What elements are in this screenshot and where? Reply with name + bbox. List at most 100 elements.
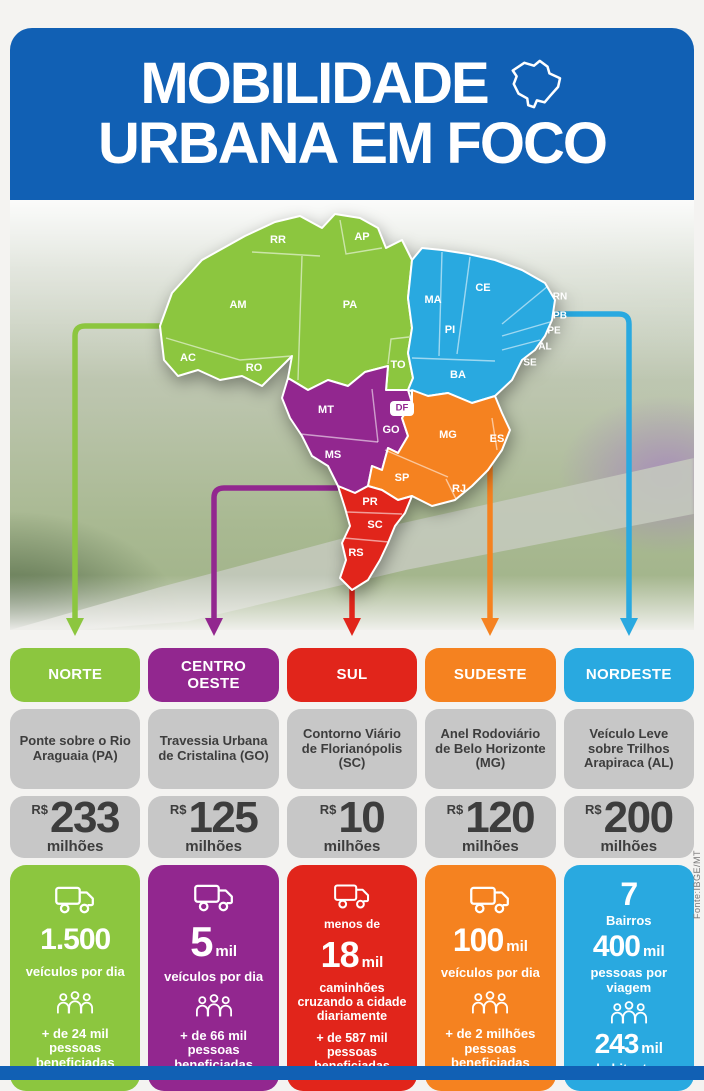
amount-unit: milhões: [46, 837, 104, 855]
state-labels: RR AP AM PA AC RO TO MA CE RN PI PB PE A…: [180, 231, 567, 559]
vehicles-number: 1.500: [40, 922, 111, 956]
state-label-pr: PR: [362, 496, 377, 508]
df-label-box: [390, 401, 414, 416]
arrowhead-sul: [343, 618, 361, 636]
people-label: + de 2 milhões pessoas beneficiadas: [445, 1026, 536, 1071]
state-label-rn: RN: [553, 292, 567, 303]
region-cards: NORTE Ponte sobre o Rio Araguaia (PA) R$…: [10, 648, 694, 1091]
amount: 200: [603, 793, 674, 843]
vehicles-suffix: mil: [506, 938, 528, 956]
region-title-nordeste: NORDESTE: [563, 648, 694, 702]
stats-card-centro-oeste: 5 mil veículos por dia + de 66 mil pesso…: [148, 865, 279, 1091]
vehicles-label: veículos por dia: [164, 969, 264, 985]
currency: R$: [446, 802, 464, 818]
trucks-number: 18: [320, 934, 360, 976]
region-column-sul: SUL Contorno Viário de Florianópolis (SC…: [286, 648, 418, 1091]
currency: R$: [169, 802, 187, 818]
amount: 125: [188, 793, 258, 843]
region-title-centro-oeste: CENTRO OESTE: [148, 648, 279, 702]
state-label-sc: SC: [367, 519, 382, 531]
vehicles-label: veículos por dia: [440, 964, 540, 980]
people-icon: [610, 1000, 647, 1023]
region-column-norte: NORTE Ponte sobre o Rio Araguaia (PA) R$…: [10, 648, 141, 1091]
arrowhead-sudeste: [481, 618, 499, 636]
investment-sudeste: R$ 120 milhões: [425, 796, 556, 858]
title-row: MOBILIDADE: [140, 50, 563, 116]
passengers-label: pessoas por viagem: [590, 965, 668, 995]
bairros-number: 7: [620, 876, 638, 913]
amount-unit: milhões: [323, 837, 381, 855]
state-borders: [165, 219, 551, 543]
amount-unit: milhões: [600, 837, 658, 855]
region-title-sul: SUL: [286, 648, 418, 702]
region-title-sudeste: SUDESTE: [425, 648, 556, 702]
people-icon: [472, 991, 509, 1014]
bairros-label: Bairros: [606, 913, 652, 929]
investment-norte: R$ 233 milhões: [10, 793, 141, 858]
state-label-ms: MS: [325, 449, 342, 461]
state-label-al: AL: [538, 342, 551, 353]
region-norte-shape: [159, 213, 414, 391]
state-label-rj: RJ: [452, 483, 466, 495]
region-title-norte: NORTE: [10, 648, 141, 702]
people-icon: [195, 994, 232, 1017]
state-label-pb: PB: [553, 311, 567, 322]
vehicles-number: 100: [452, 922, 504, 959]
inhabitants-number: 243: [594, 1027, 640, 1059]
region-column-centro-oeste: CENTRO OESTE Travessia Urbana de Cristal…: [148, 648, 279, 1091]
project-name-sudeste: Anel Rodoviário de Belo Horizonte (MG): [425, 709, 556, 789]
project-name-sul: Contorno Viário de Florianópolis (SC): [286, 709, 418, 789]
stats-card-norte: 1.500 veículos por dia + de 24 mil pesso…: [10, 865, 141, 1091]
state-label-go: GO: [382, 424, 400, 436]
arrowhead-centro-oeste: [205, 618, 223, 636]
passengers-number: 400: [592, 930, 641, 964]
currency: R$: [585, 802, 602, 818]
truck-icon: [334, 884, 370, 909]
state-label-pe: PE: [547, 326, 561, 337]
state-label-ro: RO: [246, 362, 263, 374]
state-label-mt: MT: [318, 404, 334, 416]
currency: R$: [31, 802, 49, 818]
title-line1: MOBILIDADE: [140, 50, 489, 116]
amount: 233: [50, 793, 120, 843]
project-name-centro-oeste: Travessia Urbana de Cristalina (GO): [148, 709, 279, 789]
stats-card-nordeste: 7 Bairros 400 mil pessoas por viagem 243…: [563, 865, 694, 1091]
investment-nordeste: R$ 200 milhões: [563, 793, 694, 858]
header: MOBILIDADE URBANA EM FOCO: [10, 28, 694, 200]
arrow-norte: [72, 323, 190, 620]
arrow-heads: [66, 618, 638, 636]
brazil-map: RR AP AM PA AC RO TO MA CE RN PI PB PE A…: [159, 213, 567, 591]
arrow-nordeste: [555, 311, 632, 620]
state-label-ba: BA: [450, 369, 466, 381]
stats-card-sudeste: 100 mil veículos por dia + de 2 milhões …: [425, 865, 556, 1091]
people-icon: [57, 990, 94, 1013]
state-label-pa: PA: [343, 299, 358, 311]
project-name-nordeste: Veículo Leve sobre Trilhos Arapiraca (AL…: [563, 709, 694, 789]
arrowhead-nordeste: [620, 618, 638, 636]
truck-icon: [193, 885, 233, 912]
trucks-prefix: menos de: [323, 917, 380, 932]
state-label-es: ES: [490, 433, 505, 445]
state-label-pi: PI: [445, 324, 455, 336]
state-label-to: TO: [390, 359, 406, 371]
state-label-df: DF: [396, 403, 409, 414]
region-nordeste-shape: [407, 247, 556, 404]
state-label-se: SE: [523, 358, 537, 369]
vehicles-number: 5: [190, 917, 213, 965]
region-sudeste-shape: [367, 389, 511, 507]
amount-unit: milhões: [185, 837, 242, 855]
state-label-ce: CE: [475, 282, 490, 294]
amount: 10: [338, 793, 385, 843]
people-label: + de 24 mil pessoas beneficiadas: [35, 1025, 115, 1071]
truck-icon: [55, 887, 95, 914]
arrow-centro-oeste: [211, 485, 338, 620]
currency: R$: [319, 802, 337, 818]
brazil-outline-icon: [511, 59, 561, 109]
state-label-sp: SP: [395, 472, 410, 484]
bottom-bar: [0, 1066, 704, 1080]
vehicles-label: veículos por dia: [25, 963, 125, 979]
state-label-rs: RS: [348, 547, 363, 559]
region-column-nordeste: NORDESTE Veículo Leve sobre Trilhos Arap…: [563, 648, 694, 1091]
investment-sul: R$ 10 milhões: [286, 793, 418, 858]
state-label-rr: RR: [270, 234, 286, 246]
